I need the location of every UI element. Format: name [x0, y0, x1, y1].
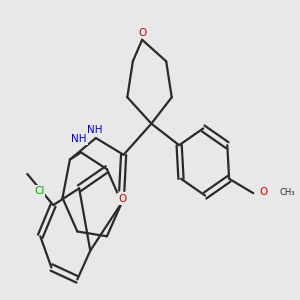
Text: CH₃: CH₃	[279, 188, 295, 197]
Text: NH: NH	[87, 125, 103, 135]
Text: O: O	[118, 194, 127, 204]
Text: NH: NH	[71, 134, 87, 144]
Text: O: O	[138, 28, 146, 38]
Text: H: H	[73, 137, 80, 146]
Text: O: O	[260, 187, 268, 197]
Text: Cl: Cl	[34, 186, 44, 196]
